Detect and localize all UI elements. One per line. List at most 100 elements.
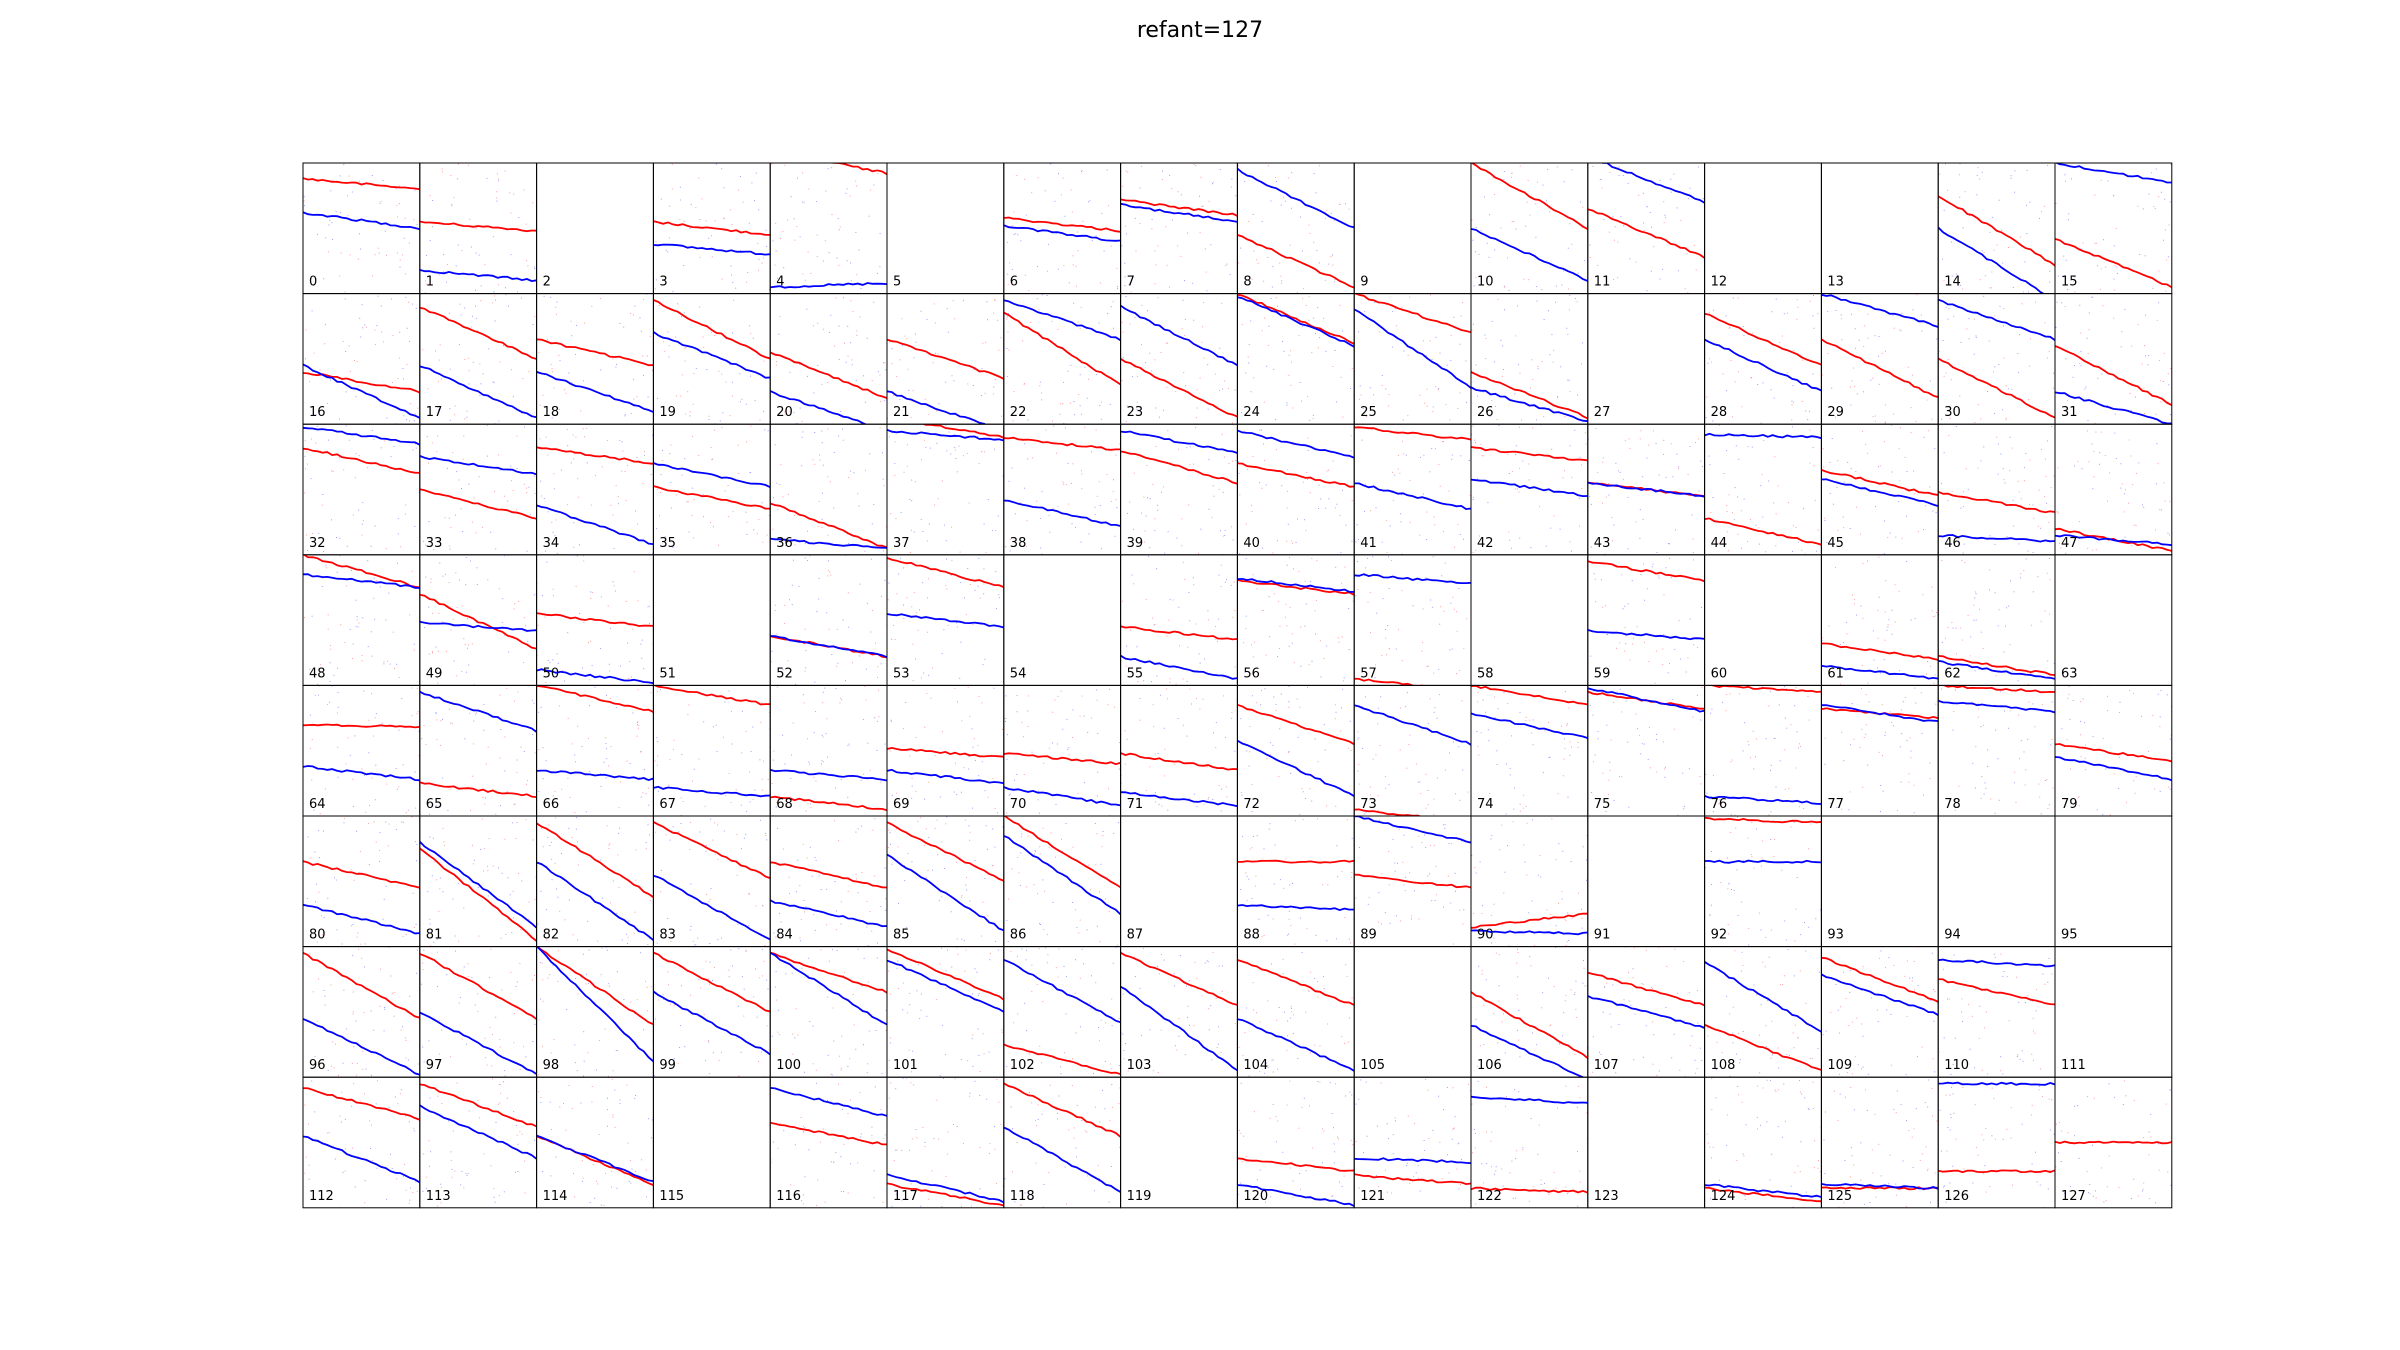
scatter-point (712, 839, 714, 841)
scatter-point (1314, 738, 1316, 740)
scatter-point (1116, 507, 1118, 509)
scatter-point (972, 624, 974, 626)
scatter-point (392, 335, 394, 337)
scatter-point (1760, 485, 1762, 487)
scatter-point (1683, 808, 1685, 810)
scatter-point (673, 739, 675, 741)
scatter-point (387, 845, 389, 847)
scatter-point (569, 796, 571, 798)
scatter-point (1429, 471, 1431, 473)
scatter-point (504, 770, 506, 772)
scatter-point (808, 761, 810, 763)
scatter-point (793, 559, 794, 561)
scatter-point (824, 240, 826, 242)
scatter-point (1556, 166, 1558, 168)
scatter-point (1425, 577, 1427, 579)
scatter-point (500, 729, 502, 730)
scatter-point (368, 823, 369, 825)
scatter-point (1137, 681, 1139, 683)
scatter-point (1791, 400, 1793, 402)
scatter-point (639, 317, 641, 319)
scatter-point (1435, 448, 1436, 450)
scatter-point (374, 254, 376, 256)
scatter-point (360, 336, 362, 338)
scatter-point (778, 912, 780, 914)
scatter-point (525, 625, 526, 627)
scatter-point (960, 582, 962, 584)
scatter-point (1959, 395, 1961, 397)
scatter-point (692, 940, 694, 942)
scatter-point (1174, 763, 1176, 765)
scatter-point (1962, 506, 1964, 508)
scatter-point (1382, 598, 1384, 600)
red-phase-line (1587, 560, 1705, 583)
scatter-point (1323, 317, 1325, 319)
scatter-point (380, 447, 382, 449)
scatter-point (1162, 409, 1164, 411)
scatter-point (1279, 625, 1281, 627)
scatter-point (350, 869, 352, 871)
scatter-point (994, 378, 996, 380)
scatter-point (1576, 301, 1578, 303)
scatter-point (1007, 283, 1009, 285)
scatter-point (1954, 799, 1956, 801)
scatter-point (1145, 789, 1147, 791)
scatter-point (1934, 448, 1936, 450)
scatter-point (1879, 465, 1881, 467)
scatter-point (1977, 702, 1979, 704)
scatter-point (1519, 711, 1521, 713)
scatter-point (1924, 505, 1926, 507)
scatter-point (1507, 257, 1508, 259)
scatter-point (660, 198, 662, 200)
scatter-point (1625, 700, 1627, 702)
scatter-point (1809, 410, 1810, 412)
scatter-point (1970, 636, 1972, 638)
scatter-point (2102, 737, 2104, 739)
scatter-point (1639, 735, 1641, 737)
scatter-point (1711, 708, 1713, 710)
scatter-point (457, 244, 459, 246)
scatter-point (435, 646, 437, 648)
scatter-point (1267, 256, 1269, 258)
red-phase-line (536, 612, 654, 627)
blue-phase-line (1938, 298, 2055, 341)
scatter-point (1116, 267, 1118, 269)
scatter-point (632, 628, 634, 630)
scatter-point (742, 201, 744, 203)
scatter-point (967, 383, 969, 385)
scatter-point (955, 762, 956, 764)
scatter-point (689, 849, 691, 850)
scatter-point (1475, 277, 1477, 278)
scatter-point (1768, 705, 1770, 707)
scatter-point (2023, 467, 2025, 469)
scatter-point (1977, 467, 1979, 469)
scatter-point (1219, 169, 1221, 171)
scatter-point (1602, 502, 1603, 504)
antenna-panel: 44 (1704, 423, 1822, 556)
scatter-point (1239, 494, 1241, 496)
scatter-point (514, 700, 515, 702)
scatter-point (857, 892, 859, 894)
scatter-point (2051, 426, 2053, 428)
scatter-point (643, 668, 645, 670)
scatter-point (401, 254, 403, 256)
scatter-point (1968, 338, 1970, 340)
scatter-point (1931, 418, 1933, 420)
scatter-point (501, 872, 503, 874)
scatter-point (375, 344, 377, 345)
scatter-point (670, 482, 672, 483)
scatter-point (714, 853, 716, 855)
scatter-point (1508, 473, 1510, 474)
scatter-point (375, 764, 377, 766)
scatter-point (442, 828, 444, 829)
scatter-point (1901, 733, 1903, 735)
scatter-point (1629, 258, 1631, 260)
scatter-point (516, 468, 518, 470)
scatter-point (1224, 380, 1226, 382)
scatter-point (534, 752, 536, 754)
scatter-point (764, 944, 766, 946)
scatter-point (971, 728, 973, 730)
antenna-panel: 47 (2054, 423, 2173, 556)
scatter-point (1342, 330, 1344, 332)
scatter-point (1882, 755, 1883, 756)
